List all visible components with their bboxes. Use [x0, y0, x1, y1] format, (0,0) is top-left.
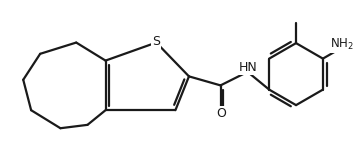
Text: HN: HN	[239, 61, 257, 74]
Text: S: S	[152, 35, 160, 49]
Text: O: O	[216, 107, 226, 120]
Text: NH$_2$: NH$_2$	[330, 37, 354, 52]
